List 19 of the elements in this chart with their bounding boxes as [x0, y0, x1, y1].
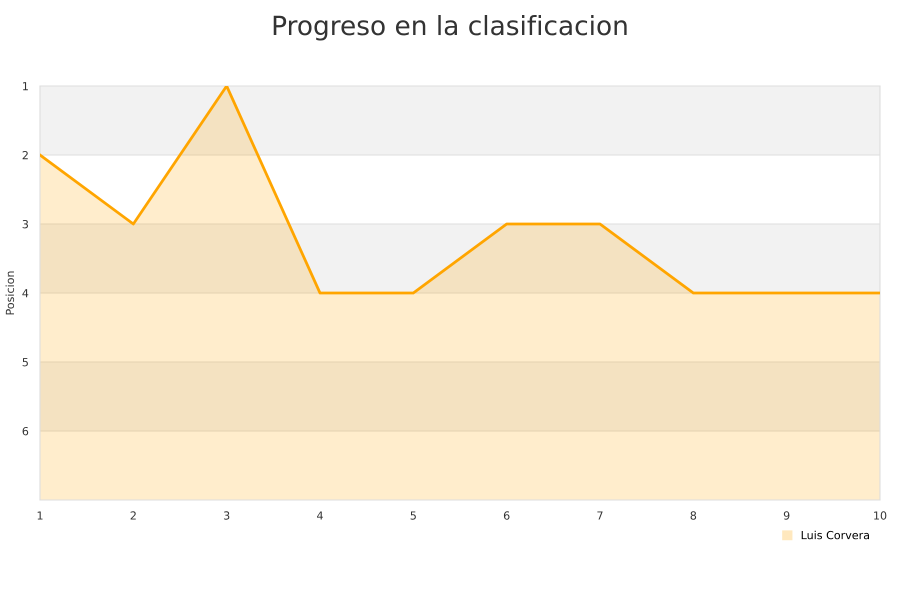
x-tick-label: 10	[874, 511, 886, 520]
x-tick-label: 2	[130, 511, 136, 520]
x-tick-label: 7	[597, 511, 603, 520]
x-tick-label: 6	[504, 511, 510, 520]
x-tick-label: 9	[784, 511, 790, 520]
x-tick-label: 1	[38, 511, 43, 520]
x-tick-label: 4	[317, 511, 323, 520]
y-tick-label: 5	[22, 358, 28, 366]
x-tick-label: 3	[224, 511, 230, 520]
legend-label: Luis Corvera	[802, 530, 869, 540]
y-axis-title: Posicion	[6, 271, 14, 314]
x-tick-label: 8	[690, 511, 696, 520]
chart-title: Progreso en la clasificacion	[274, 15, 627, 41]
y-tick-label: 3	[22, 220, 28, 228]
y-tick-label: 2	[22, 150, 28, 160]
y-tick-label: 6	[22, 426, 28, 436]
y-tick-label: 4	[22, 289, 28, 298]
x-tick-label: 5	[410, 511, 416, 520]
y-tick-label: 1	[23, 82, 28, 90]
